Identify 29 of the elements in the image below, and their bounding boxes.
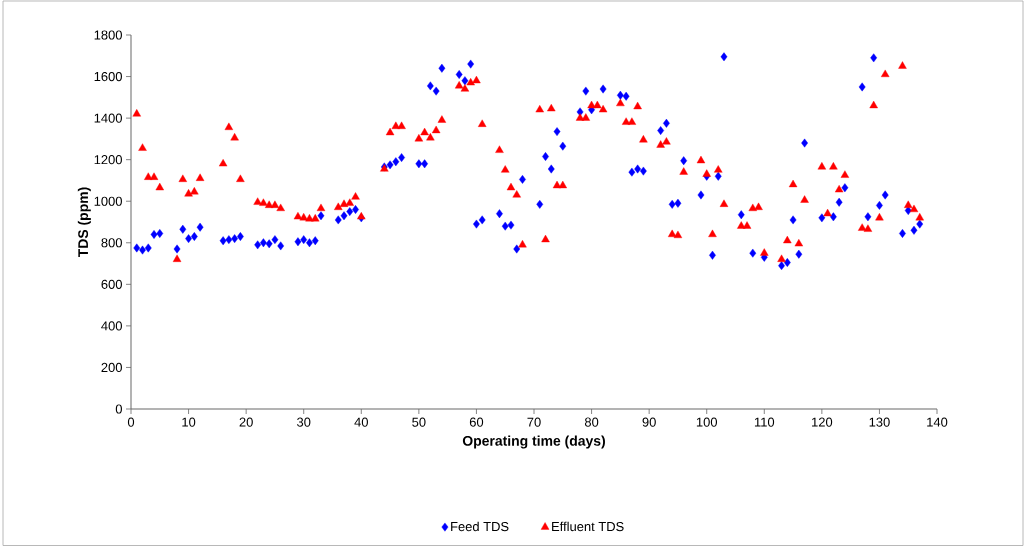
y-tick-label: 800 — [101, 238, 122, 248]
x-tick-label: 100 — [696, 417, 718, 427]
y-tick-label: 1000 — [94, 196, 122, 206]
x-tick-label: 110 — [754, 417, 775, 427]
y-tick-label: 0 — [115, 404, 122, 414]
x-tick-label: 140 — [927, 417, 948, 427]
x-tick-label: 60 — [469, 417, 484, 427]
x-tick-label: 0 — [127, 417, 135, 427]
x-axis-title: Operating time (days) — [462, 435, 605, 449]
x-tick-label: 90 — [642, 417, 656, 427]
x-tick-label: 10 — [182, 417, 196, 427]
x-tick-label: 80 — [584, 417, 599, 427]
x-tick-label: 120 — [812, 417, 833, 427]
y-tick-label: 1800 — [94, 30, 122, 40]
x-tick-label: 70 — [527, 417, 541, 427]
legend-label: Effluent TDS — [552, 521, 624, 532]
y-axis-title: TDS (ppm) — [77, 187, 91, 258]
x-tick-label: 50 — [412, 417, 426, 427]
legend-label: Feed TDS — [451, 521, 509, 532]
y-tick-label: 1400 — [94, 113, 122, 123]
y-tick-label: 600 — [101, 279, 122, 289]
y-tick-label: 200 — [101, 362, 122, 373]
y-tick-label: 400 — [101, 321, 122, 331]
y-tick-label: 1600 — [94, 71, 122, 82]
x-tick-label: 30 — [297, 417, 311, 427]
y-tick-label: 1200 — [94, 155, 122, 165]
x-tick-label: 130 — [869, 417, 890, 427]
x-tick-label: 40 — [354, 417, 368, 427]
x-tick-label: 20 — [239, 417, 253, 427]
